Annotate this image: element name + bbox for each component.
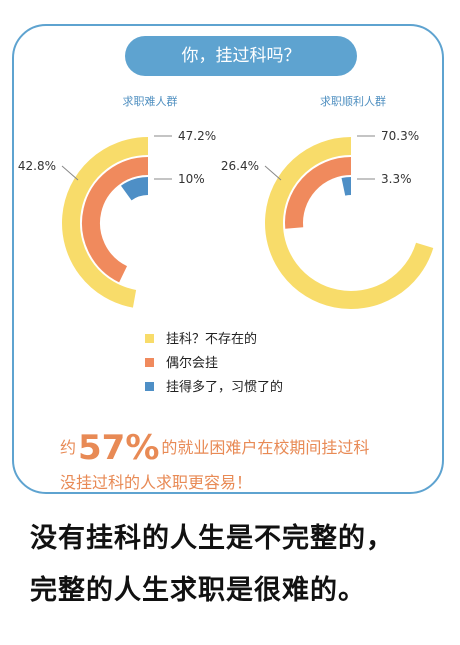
legend-swatch-yellow xyxy=(145,334,154,343)
legend-label: 偶尔会挂 xyxy=(166,356,219,371)
summary-prefix: 约 xyxy=(60,438,77,457)
legend-item-sometimes: 偶尔会挂 xyxy=(145,354,218,374)
summary-line-1: 约57% 的就业困难户在校期间挂过科 xyxy=(60,428,369,468)
legend-swatch-blue xyxy=(145,382,154,391)
ring-bar-easy-2 xyxy=(341,177,352,196)
summary-highlight: 57% xyxy=(78,428,160,468)
label-leader-hard-1 xyxy=(61,165,79,181)
summary-line-2: 没挂过科的人求职更容易！ xyxy=(60,473,253,492)
data-label-hard-0: 47.2% xyxy=(178,129,216,143)
ring-bar-easy-0 xyxy=(265,137,434,309)
ring-bar-easy-1 xyxy=(285,157,352,229)
page-title: 你，挂过科吗？ xyxy=(125,36,357,76)
legend-label: 挂得多了，习惯了的 xyxy=(166,380,284,395)
label-leader-easy-1 xyxy=(264,165,282,181)
data-label-hard-2: 10% xyxy=(178,172,205,186)
data-label-easy-2: 3.3% xyxy=(381,172,412,186)
ring-bar-hard-0 xyxy=(62,137,149,308)
chart-title-easy: 求职顺利人群 xyxy=(320,95,386,108)
summary-suffix: 的就业困难户在校期间挂过科 xyxy=(161,438,370,457)
legend-swatch-orange xyxy=(145,358,154,367)
data-label-easy-1: 26.4% xyxy=(221,159,259,173)
radial-bar-charts: 47.2% 10% 42.8% 70.3% 3.3% 26.4% xyxy=(18,129,434,309)
legend-item-often: 挂得多了，习惯了的 xyxy=(145,378,283,398)
chart-title-hard: 求职难人群 xyxy=(122,95,178,108)
caption-line-2: 完整的人生求职是很难的。 xyxy=(30,575,366,606)
data-label-easy-0: 70.3% xyxy=(381,129,419,143)
legend-label: 挂科？不存在的 xyxy=(166,332,258,347)
data-label-hard-1: 42.8% xyxy=(18,159,56,173)
ring-bar-hard-2 xyxy=(120,177,149,201)
legend-item-never: 挂科？不存在的 xyxy=(145,330,257,350)
caption-line-1: 没有挂科的人生是不完整的， xyxy=(30,523,394,554)
ring-bar-hard-1 xyxy=(82,157,149,283)
